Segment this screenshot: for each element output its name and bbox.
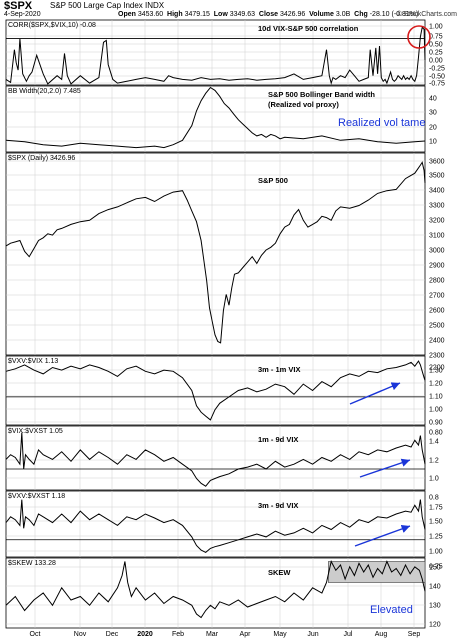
panel-6-ytick-2: 130 [429,603,441,610]
panel-2-ytick-9: 2700 [429,293,445,300]
panel-6-annotation-note: Elevated [370,604,413,616]
panel-3-ytick-2: 1.10 [429,394,443,401]
panel-0-annotation-0: 10d VIX-S&P 500 correlation [258,24,359,33]
panel-0-legend: CORR($SPX,$VIX,10) -0.08 [8,22,96,29]
panel-0-ytick-2: 0.50 [429,42,443,49]
panel-3-legend: $VXV:$VIX 1.13 [8,358,58,365]
panel-0-ytick-1: 0.75 [429,34,443,41]
panel-6-ytick-1: 140 [429,584,441,591]
x-axis-label-aug: Aug [375,631,388,638]
panel-2-ytick-10: 2600 [429,308,445,315]
x-axis-label-jul: Jul [344,631,353,638]
panel-3-annotation-0: 3m - 1m VIX [258,365,301,374]
panel-5-ytick-1: 1.50 [429,519,443,526]
panel-4-legend: $VIX:$VXST 1.05 [8,428,63,435]
x-axis-label-2020: 2020 [137,631,153,638]
x-axis-label-dec: Dec [106,631,119,638]
panel-2-ytick-11: 2500 [429,323,445,330]
panel-0-ytick-4: 0.00 [429,58,443,65]
panel-6-annotation-0: SKEW [268,568,291,577]
x-axis-label-feb: Feb [172,631,184,638]
panel-2-ytick-7: 2900 [429,263,445,270]
correlation-highlight-circle [408,26,430,48]
panel-0-ytick-3: 0.25 [429,50,443,57]
panel-3-frame [6,356,425,425]
x-axis-label-may: May [273,631,287,638]
x-axis: Oct Nov Dec 2020 Feb Mar Apr May Jun Jul Aug Sep [30,631,421,638]
panel-6-legend: $SKEW 133.28 [8,560,56,567]
panel-3-ytick-0: 1.30 [429,368,443,375]
panel-2-legend: $SPX (Daily) 3426.96 [8,155,75,162]
panel-3-ytick-3: 1.00 [429,407,443,414]
panel-1-ytick-1: 30 [429,110,437,117]
panel-1-annotation-0: S&P 500 Bollinger Band width [268,90,375,99]
panel-6-ytick-3: 120 [429,622,441,629]
panel-5-ytick-2: 1.25 [429,534,443,541]
panel-3-ytick-4: 0.90 [429,420,443,427]
panel-5-ytick-3: 1.00 [429,549,443,556]
x-axis-label-mar: Mar [206,631,219,638]
panel-1-annotation-note: Realized vol tame [338,117,425,129]
panel-0-ytick-6: -0.50 [429,74,445,81]
panel-1-annotation-1: (Realized vol proxy) [268,100,339,109]
panel-2-ytick-5: 3100 [429,233,445,240]
panel-2-ytick-6: 3000 [429,248,445,255]
panel-1-legend: BB Width(20,2.0) 7.485 [8,88,81,95]
x-axis-label-sep: Sep [408,631,421,638]
panel-2-ytick-1: 3500 [429,173,445,180]
panel-0-ytick-0: 1.00 [429,24,443,31]
panel-2-ytick-0: 3600 [429,159,445,166]
panel-2-ytick-4: 3200 [429,218,445,225]
panel-5-ytick-0: 1.75 [429,505,443,512]
panel-4-ytick-2: 1.0 [429,476,439,483]
panel-5-legend: $VXV:$VXST 1.18 [8,493,65,500]
panel-0-ytick-7: -0.75 [429,81,445,88]
panel-2-ytick-2: 3400 [429,188,445,195]
panel-4-frame [6,426,425,490]
panel-2-ytick-3: 3300 [429,203,445,210]
panel-3-ytick-1: 1.20 [429,381,443,388]
panel-4-annotation-0: 1m - 9d VIX [258,435,298,444]
panel-2-frame [6,153,425,355]
x-axis-label-oct: Oct [30,631,41,638]
panel-0-frame [6,20,425,85]
panel-2-ytick-12: 2400 [429,338,445,345]
panel-0-ytick-5: -0.25 [429,66,445,73]
panel-4-ytick-3: 0.8 [429,495,439,502]
panel-6-ytick-0: 150 [429,565,441,572]
panel-5-series-line [6,500,425,553]
x-axis-label-jun: Jun [307,631,318,638]
panel-1-ytick-2: 20 [429,125,437,132]
panel-2-ytick-13: 2300 [429,353,445,360]
panel-6-series-line [6,562,425,618]
panel-2-ytick-8: 2800 [429,278,445,285]
panel-3-ytick-5: 0.80 [429,430,443,437]
panel-4-ytick-0: 1.4 [429,439,439,446]
panel-2-annotation-0: S&P 500 [258,176,288,185]
panel-5-frame [6,491,425,557]
trend-arrow-1 [360,460,410,477]
panel-1-ytick-3: 10 [429,139,437,146]
panel-1-ytick-0: 40 [429,96,437,103]
panel-4-ytick-1: 1.2 [429,458,439,465]
x-axis-label-nov: Nov [74,631,87,638]
panel-5-annotation-0: 3m - 9d VIX [258,501,298,510]
panel-2-series-line [6,162,425,343]
x-axis-label-apr: Apr [240,631,252,638]
trend-arrow-0 [350,383,400,404]
